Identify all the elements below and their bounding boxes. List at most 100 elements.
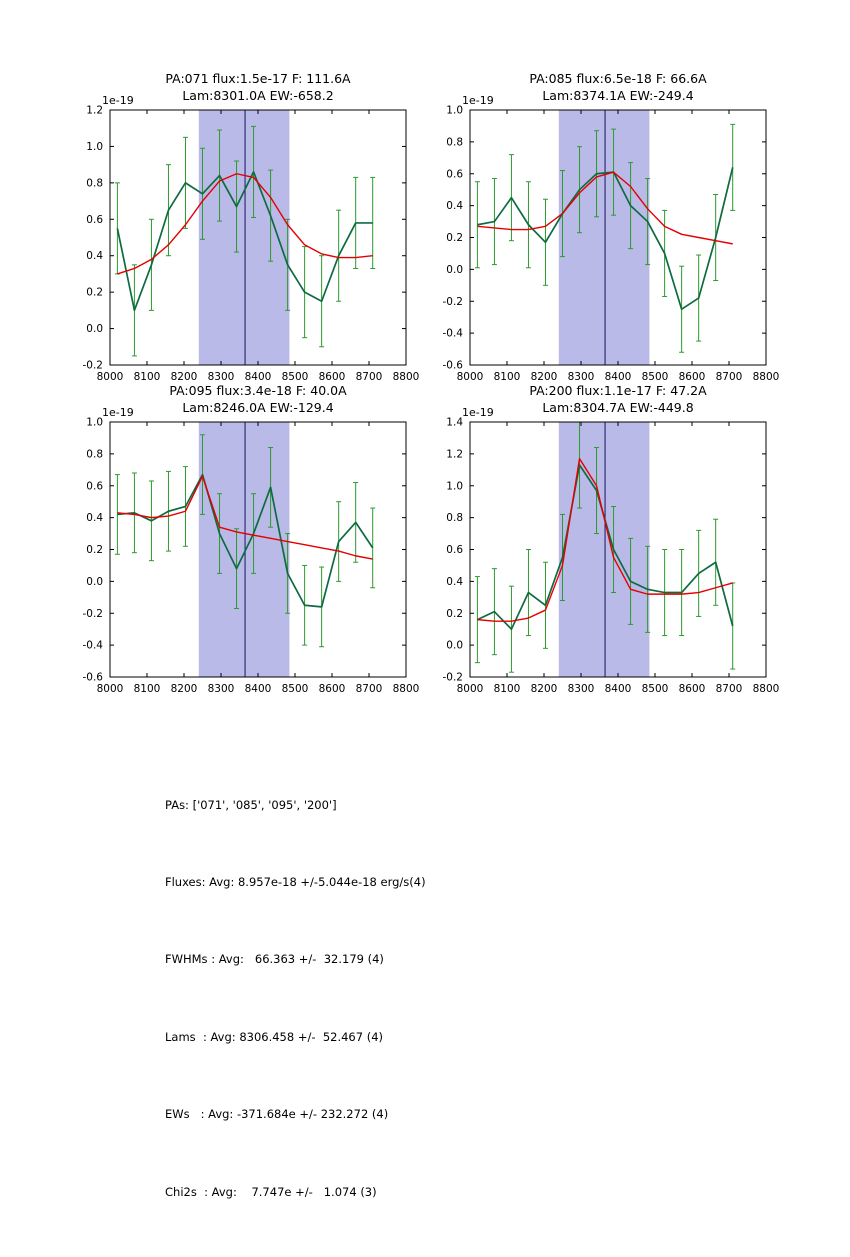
y-tick-label: 0.0 [446, 264, 463, 276]
shaded-band [558, 110, 650, 365]
summary-line-ews: EWs : Avg: -371.684e +/- 232.272 (4) [165, 1107, 389, 1122]
shaded-band [558, 422, 650, 677]
x-tick-label: 8600 [679, 371, 706, 383]
x-tick-label: 8200 [171, 683, 198, 695]
y-tick-label: -0.2 [83, 360, 104, 372]
y-tick-label: -0.2 [443, 296, 464, 308]
subplot-pa085: PA:085 flux:6.5e-18 F: 66.6A Lam:8374.1A… [428, 70, 820, 406]
summary-line-fwhms: FWHMs : Avg: 66.363 +/- 32.179 (4) [165, 952, 384, 967]
y-tick-label: -0.6 [83, 672, 104, 684]
x-tick-label: 8800 [753, 371, 780, 383]
x-tick-label: 8400 [245, 371, 272, 383]
y-tick-label: 0.6 [446, 168, 463, 180]
subplot-pa200: PA:200 flux:1.1e-17 F: 47.2A Lam:8304.7A… [428, 382, 820, 718]
y-tick-label: 1.2 [446, 448, 463, 460]
summary-line-fluxes: Fluxes: Avg: 8.957e-18 +/-5.044e-18 erg/… [165, 874, 426, 889]
subplot-title-line1: PA:071 flux:1.5e-17 F: 111.6A [165, 71, 351, 86]
fit-line [117, 475, 373, 560]
x-tick-label: 8300 [208, 371, 235, 383]
x-tick-label: 8600 [679, 683, 706, 695]
y-tick-label: 0.8 [446, 512, 463, 524]
y-axis-offset-label: 1e-19 [462, 94, 494, 107]
x-tick-label: 8700 [356, 371, 383, 383]
x-tick-label: 8600 [319, 683, 346, 695]
subplot-title-line1: PA:200 flux:1.1e-17 F: 47.2A [529, 383, 707, 398]
plot-area-pa095: 8000 8100 8200 8300 8400 8500 8600 8700 8800 -0.6… [83, 406, 420, 695]
x-tick-label: 8500 [282, 683, 309, 695]
x-tick-label: 8700 [716, 683, 743, 695]
x-tick-label: 8300 [568, 371, 595, 383]
y-tick-label: 1.0 [86, 141, 103, 153]
subplot-title-line2: Lam:8374.1A EW:-249.4 [542, 88, 694, 103]
y-tick-label: 0.6 [86, 480, 103, 492]
y-tick-label: -0.4 [83, 640, 104, 652]
y-tick-label: 0.8 [446, 136, 463, 148]
y-tick-label: -0.2 [443, 672, 464, 684]
y-tick-label: 0.4 [446, 200, 463, 212]
y-tick-label: 1.0 [446, 480, 463, 492]
y-tick-label: 0.0 [86, 576, 103, 588]
x-tick-label: 8200 [531, 683, 558, 695]
x-tick-label: 8700 [356, 683, 383, 695]
x-tick-label: 8400 [245, 683, 272, 695]
y-tick-label: 1.4 [446, 417, 463, 429]
subplot-pa071: PA:071 flux:1.5e-17 F: 111.6A Lam:8301.0… [68, 70, 460, 406]
x-tick-label: 8000 [97, 371, 124, 383]
y-tick-label: 0.4 [86, 512, 103, 524]
y-tick-label: 0.8 [86, 448, 103, 460]
x-tick-label: 8800 [393, 683, 420, 695]
subplot-title-line2: Lam:8246.0A EW:-129.4 [182, 400, 334, 415]
y-tick-label: 0.0 [446, 640, 463, 652]
y-tick-label: 0.0 [86, 323, 103, 335]
x-tick-label: 8800 [393, 371, 420, 383]
y-tick-label: -0.4 [443, 328, 464, 340]
shaded-band [198, 422, 290, 677]
x-tick-label: 8400 [605, 371, 632, 383]
y-axis-offset-label: 1e-19 [102, 406, 134, 419]
x-tick-label: 8400 [605, 683, 632, 695]
x-tick-label: 8000 [457, 683, 484, 695]
subplot-title-line2: Lam:8301.0A EW:-658.2 [182, 88, 334, 103]
shaded-band [198, 110, 290, 365]
subplot-title-line2: Lam:8304.7A EW:-449.8 [542, 400, 694, 415]
subplot-title-line1: PA:095 flux:3.4e-18 F: 40.0A [169, 383, 347, 398]
fit-line [117, 173, 373, 275]
y-axis-offset-label: 1e-19 [102, 94, 134, 107]
x-tick-label: 8000 [457, 371, 484, 383]
x-tick-label: 8500 [642, 683, 669, 695]
plot-area-pa085: 8000 8100 8200 8300 8400 8500 8600 8700 8800 -0.6… [443, 94, 780, 383]
summary-line-pas: PAs: ['071', '085', '095', '200'] [165, 797, 337, 812]
x-tick-label: 8500 [642, 371, 669, 383]
spectrum-line [116, 171, 373, 312]
y-tick-label: 0.2 [446, 608, 463, 620]
plot-area-pa200: 8000 8100 8200 8300 8400 8500 8600 8700 8800 -0.2… [443, 406, 780, 695]
summary-text-block: PAs: ['071', '085', '095', '200'] Fluxes… [165, 741, 426, 1257]
subplot-pa095: PA:095 flux:3.4e-18 F: 40.0A Lam:8246.0A… [68, 382, 460, 718]
x-tick-label: 8800 [753, 683, 780, 695]
y-tick-label: 1.0 [86, 417, 103, 429]
y-tick-label: -0.6 [443, 360, 464, 372]
x-tick-label: 8100 [494, 683, 521, 695]
y-tick-label: 0.4 [86, 250, 103, 262]
y-tick-label: -0.2 [83, 608, 104, 620]
y-tick-label: 1.0 [446, 105, 463, 117]
y-tick-label: 0.2 [446, 232, 463, 244]
x-tick-label: 8700 [716, 371, 743, 383]
x-tick-label: 8600 [319, 371, 346, 383]
y-tick-label: 0.2 [86, 287, 103, 299]
y-tick-label: 0.8 [86, 177, 103, 189]
y-tick-label: 1.2 [86, 105, 103, 117]
subplot-title-line1: PA:085 flux:6.5e-18 F: 66.6A [529, 71, 707, 86]
spectrum-line [117, 473, 374, 608]
plot-area-pa071: 8000 8100 8200 8300 8400 8500 8600 8700 8800 -0.2… [83, 94, 420, 383]
summary-line-lams: Lams : Avg: 8306.458 +/- 52.467 (4) [165, 1029, 384, 1044]
y-tick-label: 0.4 [446, 576, 463, 588]
y-tick-label: 0.2 [86, 544, 103, 556]
x-tick-label: 8300 [568, 683, 595, 695]
summary-line-chi2s: Chi2s : Avg: 7.747e +/- 1.074 (3) [165, 1184, 377, 1199]
y-axis-offset-label: 1e-19 [462, 406, 494, 419]
x-tick-label: 8300 [208, 683, 235, 695]
x-tick-label: 8200 [171, 371, 198, 383]
x-tick-label: 8000 [97, 683, 124, 695]
x-tick-label: 8200 [531, 371, 558, 383]
